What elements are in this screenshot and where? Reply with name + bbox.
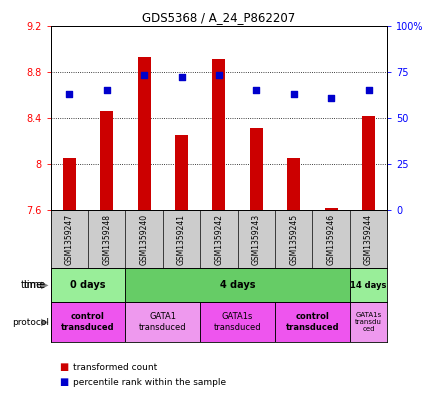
Point xyxy=(178,74,185,80)
Text: control
transduced: control transduced xyxy=(286,312,339,332)
Text: GSM1359247: GSM1359247 xyxy=(65,213,74,264)
Text: control
transduced: control transduced xyxy=(61,312,115,332)
Text: ▶: ▶ xyxy=(41,280,48,290)
Text: GSM1359248: GSM1359248 xyxy=(102,213,111,264)
Text: transformed count: transformed count xyxy=(73,363,157,372)
Bar xyxy=(250,128,263,210)
Point xyxy=(141,72,148,79)
Bar xyxy=(138,57,150,210)
Text: 4 days: 4 days xyxy=(220,280,255,290)
Point xyxy=(103,87,110,93)
Text: GATA1s
transdu
ced: GATA1s transdu ced xyxy=(355,312,382,332)
Text: 0 days: 0 days xyxy=(70,280,106,290)
Text: GATA1s
transduced: GATA1s transduced xyxy=(214,312,261,332)
Point xyxy=(216,72,222,79)
Bar xyxy=(287,158,300,210)
Bar xyxy=(362,116,375,210)
Text: time: time xyxy=(20,280,43,290)
Text: GSM1359241: GSM1359241 xyxy=(177,213,186,264)
Bar xyxy=(100,111,113,210)
Bar xyxy=(213,59,225,210)
Text: GSM1359240: GSM1359240 xyxy=(139,213,149,264)
Bar xyxy=(200,302,275,342)
Text: ▶: ▶ xyxy=(41,317,48,327)
Point xyxy=(327,94,335,101)
Bar xyxy=(350,302,387,342)
Point xyxy=(290,91,297,97)
Text: GSM1359242: GSM1359242 xyxy=(214,213,224,264)
Bar xyxy=(51,268,125,302)
Text: GSM1359246: GSM1359246 xyxy=(326,213,336,264)
Bar xyxy=(51,302,125,342)
Text: GATA1
transduced: GATA1 transduced xyxy=(139,312,187,332)
Text: ■: ■ xyxy=(59,377,69,387)
Bar xyxy=(125,268,350,302)
Bar xyxy=(125,302,200,342)
Point xyxy=(365,87,372,93)
Point xyxy=(66,91,73,97)
Title: GDS5368 / A_24_P862207: GDS5368 / A_24_P862207 xyxy=(142,11,296,24)
Text: GSM1359244: GSM1359244 xyxy=(364,213,373,264)
Bar xyxy=(325,208,337,210)
Point xyxy=(253,87,260,93)
Text: 14 days: 14 days xyxy=(350,281,387,290)
Text: GSM1359245: GSM1359245 xyxy=(289,213,298,264)
Bar xyxy=(175,135,188,210)
Text: percentile rank within the sample: percentile rank within the sample xyxy=(73,378,226,387)
Text: GSM1359243: GSM1359243 xyxy=(252,213,261,264)
Text: protocol: protocol xyxy=(12,318,49,327)
Text: ■: ■ xyxy=(59,362,69,373)
Text: time: time xyxy=(24,280,46,290)
Bar xyxy=(63,158,76,210)
Bar xyxy=(350,268,387,302)
Bar xyxy=(275,302,350,342)
